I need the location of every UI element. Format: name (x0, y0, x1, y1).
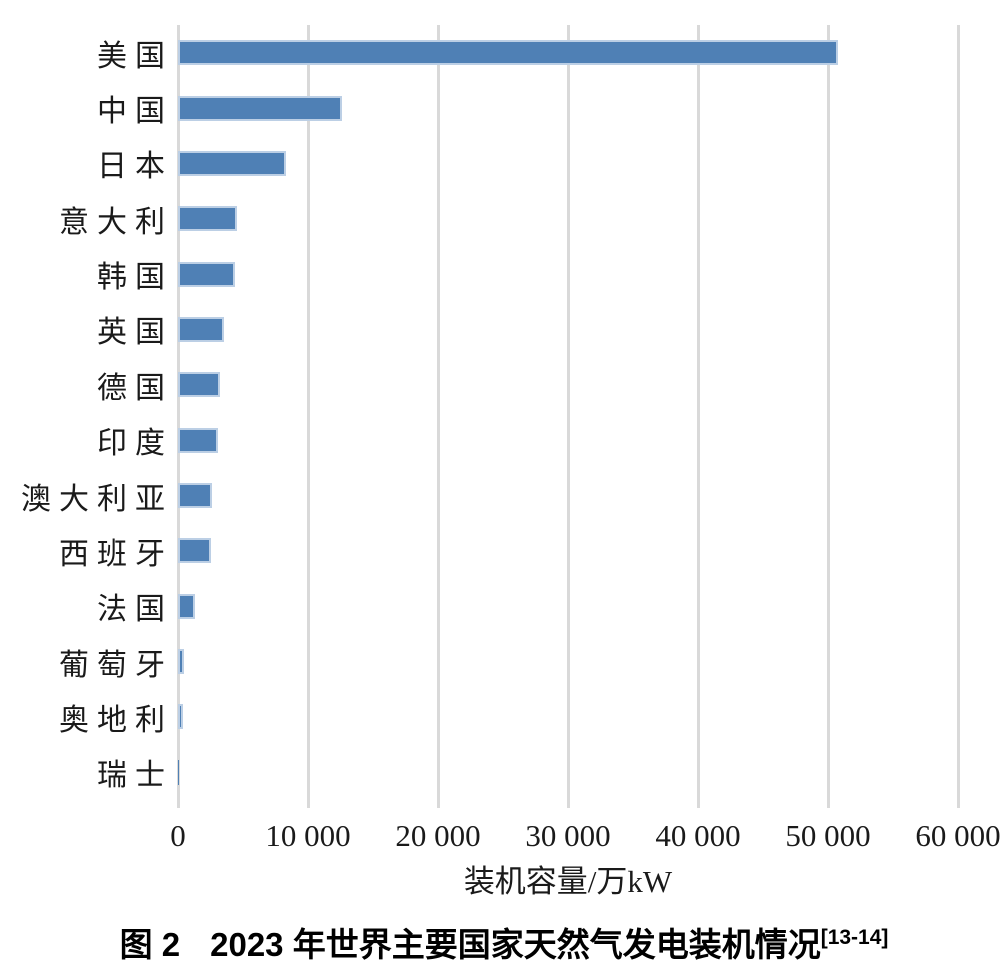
bar-row (178, 689, 958, 744)
category-label-英国: 英国 (97, 316, 173, 350)
bar-row (178, 191, 958, 246)
gridline (826, 25, 830, 808)
bar-中国 (178, 95, 342, 121)
bar-德国 (178, 372, 220, 398)
x-tick-label: 60 000 (915, 818, 1001, 853)
x-axis-title: 装机容量/万kW (463, 864, 673, 899)
category-label-美国: 美国 (97, 39, 173, 73)
bar-row (178, 745, 958, 800)
bar-row (178, 357, 958, 412)
bar-韩国 (178, 261, 236, 287)
x-tick-label: 20 000 (395, 818, 481, 853)
category-label-意大利: 意大利 (59, 205, 173, 239)
gridline (956, 25, 960, 808)
bar-row (178, 413, 958, 468)
x-tick-label: 40 000 (655, 818, 741, 853)
bar-奥地利 (178, 704, 184, 730)
plot-area (176, 25, 960, 808)
bar-row (178, 136, 958, 191)
bar-法国 (178, 593, 195, 619)
gridline (176, 25, 180, 808)
bar-row (178, 579, 958, 634)
category-label-德国: 德国 (97, 371, 173, 405)
bar-row (178, 80, 958, 135)
bar-row (178, 468, 958, 523)
bar-row (178, 25, 958, 80)
bar-row (178, 634, 958, 689)
category-label-日本: 日本 (97, 150, 173, 184)
gridline (436, 25, 440, 808)
gridline (306, 25, 310, 808)
category-label-瑞士: 瑞士 (97, 759, 173, 793)
bar-美国 (178, 40, 839, 66)
bar-row (178, 302, 958, 357)
bar-日本 (178, 150, 286, 176)
x-tick-label: 30 000 (525, 818, 611, 853)
bar-葡萄牙 (178, 649, 184, 675)
caption-text: 2023 年世界主要国家天然气发电装机情况 (210, 926, 821, 963)
bar-row (178, 523, 958, 578)
category-label-中国: 中国 (97, 95, 173, 129)
caption-figure-number: 图 2 (119, 926, 181, 963)
bar-row (178, 246, 958, 301)
bar-西班牙 (178, 538, 211, 564)
category-label-西班牙: 西班牙 (59, 537, 173, 571)
gridline (566, 25, 570, 808)
x-tick-label: 10 000 (265, 818, 351, 853)
bar-英国 (178, 316, 224, 342)
category-label-韩国: 韩国 (97, 261, 173, 295)
bar-瑞士 (178, 759, 179, 785)
bar-印度 (178, 427, 219, 453)
bar-澳大利亚 (178, 483, 212, 509)
category-label-澳大利亚: 澳大利亚 (21, 482, 173, 516)
category-label-葡萄牙: 葡萄牙 (59, 648, 173, 682)
category-label-奥地利: 奥地利 (59, 703, 173, 737)
x-tick-label: 0 (170, 818, 186, 853)
figure-caption: 图 2 2023 年世界主要国家天然气发电装机情况[13-14] (0, 918, 1008, 966)
caption-reference: [13-14] (820, 926, 889, 949)
category-label-印度: 印度 (97, 427, 173, 461)
x-tick-label: 50 000 (785, 818, 871, 853)
category-label-法国: 法国 (97, 593, 173, 627)
bar-意大利 (178, 206, 237, 232)
gridline (696, 25, 700, 808)
